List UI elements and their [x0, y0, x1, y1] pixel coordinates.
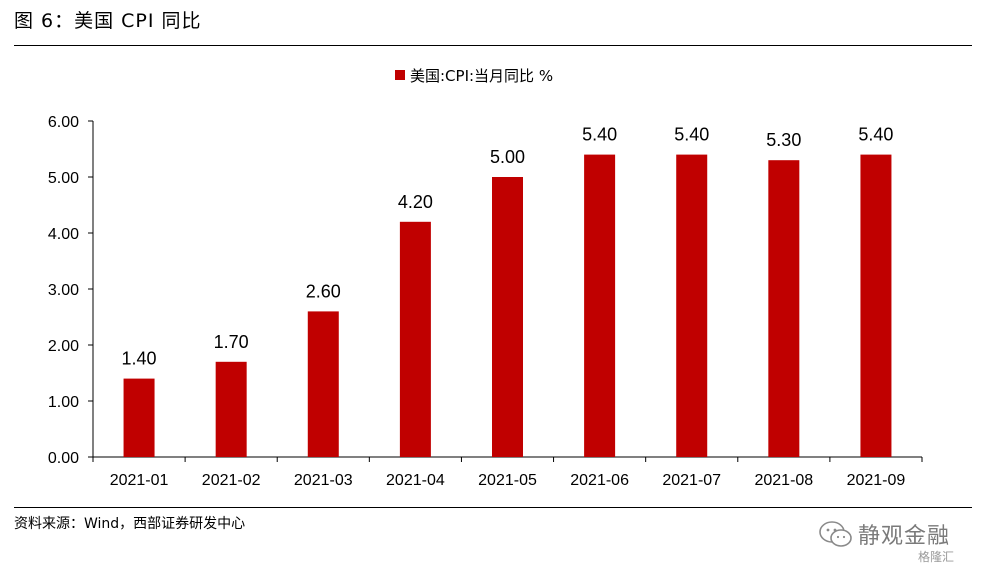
x-tick-label: 2021-04 — [386, 472, 445, 489]
y-tick-label: 1.00 — [48, 394, 79, 411]
x-tick-label: 2021-08 — [754, 472, 813, 489]
x-tick-label: 2021-01 — [110, 472, 169, 489]
bars — [123, 154, 892, 457]
bar — [123, 378, 155, 457]
top-rule — [14, 45, 972, 46]
x-axis: 2021-01 2021-02 2021-03 2021-04 2021-05 2021-… — [92, 456, 923, 489]
y-tick-label: 4.00 — [48, 226, 79, 243]
figure-title: 图 6：美国 CPI 同比 — [14, 10, 202, 32]
watermark: 静观金融 格隆汇 — [818, 518, 978, 566]
watermark-text: 静观金融 — [858, 524, 951, 549]
data-label: 5.40 — [674, 125, 709, 145]
bar — [584, 154, 616, 457]
x-tick-label: 2021-06 — [570, 472, 629, 489]
bar — [215, 361, 247, 457]
data-label: 1.70 — [214, 332, 249, 352]
bar — [768, 160, 800, 457]
bar — [399, 221, 431, 457]
wechat-icon — [819, 521, 852, 547]
x-tick-label: 2021-09 — [847, 472, 906, 489]
data-label: 5.30 — [766, 130, 801, 150]
bottom-rule — [14, 507, 972, 508]
legend-swatch — [395, 70, 405, 80]
x-tick-label: 2021-05 — [478, 472, 537, 489]
data-label: 4.20 — [398, 192, 433, 212]
y-tick-label: 6.00 — [48, 114, 79, 131]
x-tick-label: 2021-02 — [202, 472, 261, 489]
x-tick-label: 2021-07 — [662, 472, 721, 489]
y-tick-label: 3.00 — [48, 282, 79, 299]
bar-chart: 美国:CPI:当月同比 % 0.00 1.00 2.00 3.00 4.00 5.00 6.… — [48, 67, 923, 489]
watermark-sub: 格隆汇 — [918, 550, 955, 564]
data-labels: 1.40 1.70 2.60 4.20 5.00 5.40 5.40 5.30 5.40 — [122, 125, 894, 369]
y-tick-label: 0.00 — [48, 450, 79, 467]
data-label: 5.40 — [582, 125, 617, 145]
bar — [307, 311, 339, 457]
y-tick-label: 2.00 — [48, 338, 79, 355]
data-label: 1.40 — [122, 349, 157, 369]
source-note: 资料来源：Wind，西部证券研发中心 — [14, 516, 246, 532]
y-tick-label: 5.00 — [48, 170, 79, 187]
legend-label: 美国:CPI:当月同比 % — [410, 67, 553, 85]
y-axis: 0.00 1.00 2.00 3.00 4.00 5.00 6.00 — [48, 114, 94, 467]
bar — [676, 154, 708, 457]
legend: 美国:CPI:当月同比 % — [395, 67, 553, 85]
x-tick-label: 2021-03 — [294, 472, 353, 489]
data-label: 2.60 — [306, 281, 341, 301]
data-label: 5.40 — [858, 125, 893, 145]
bar — [492, 177, 523, 457]
bar — [860, 154, 892, 457]
data-label: 5.00 — [490, 147, 525, 167]
